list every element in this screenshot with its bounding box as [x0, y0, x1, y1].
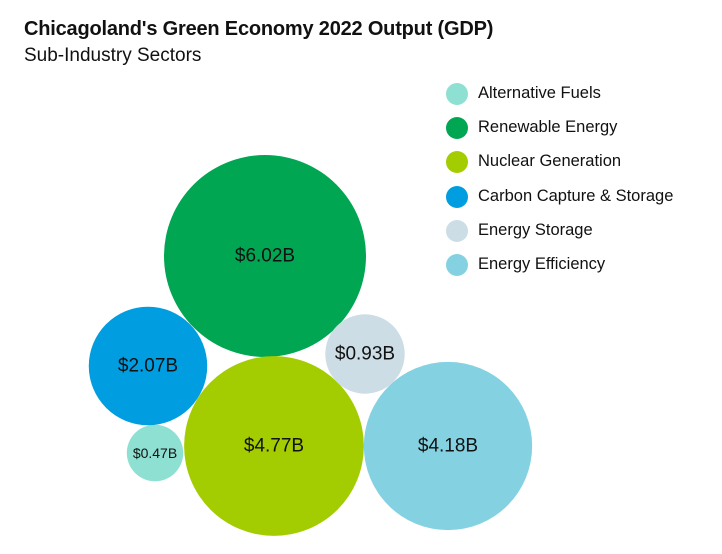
bubble-label-carbon-capture-storage: $2.07B [118, 356, 178, 377]
bubble-circle-alternative-fuels [126, 424, 184, 482]
legend-label-renewable-energy: Renewable Energy [478, 118, 618, 137]
bubble-circle-carbon-capture-storage [88, 306, 208, 426]
bubble-energy-storage: $0.93B [325, 314, 405, 394]
legend-swatch-energy-storage [446, 219, 468, 242]
legend-label-alternative-fuels: Alternative Fuels [478, 84, 601, 102]
bubble-circle-energy-efficiency [363, 361, 533, 531]
bubble-label-energy-storage: $0.93B [335, 344, 395, 365]
legend-swatch-energy-efficiency [446, 253, 468, 276]
legend-label-energy-efficiency: Energy Efficiency [478, 254, 606, 273]
legend-label-energy-storage: Energy Storage [478, 220, 593, 239]
bubble-label-renewable-energy: $6.02B [235, 246, 295, 267]
bubble-label-nuclear-generation: $4.77B [244, 436, 304, 457]
chart-title: Chicagoland's Green Economy 2022 Output … [24, 18, 494, 40]
legend-label-carbon-capture-storage: Carbon Capture & Storage [478, 186, 674, 205]
legend-swatch-nuclear-generation [446, 151, 468, 174]
bubble-nuclear-generation: $4.77B [184, 356, 364, 536]
legend-label-nuclear-generation: Nuclear Generation [478, 152, 622, 171]
chart-subtitle: Sub-Industry Sectors [24, 45, 202, 66]
legend-swatch-carbon-capture-storage [446, 185, 468, 208]
bubble-label-alternative-fuels: $0.47B [133, 445, 177, 461]
bubble-alternative-fuels: $0.47B [126, 424, 184, 482]
bubble-energy-efficiency: $4.18B [363, 361, 533, 531]
legend-swatch-alternative-fuels [446, 83, 468, 105]
bubble-label-energy-efficiency: $4.18B [418, 436, 478, 457]
bubble-renewable-energy: $6.02B [164, 155, 366, 357]
legend-swatch-renewable-energy [446, 117, 468, 140]
bubble-carbon-capture-storage: $2.07B [88, 306, 208, 426]
bubble-circle-energy-storage [325, 314, 405, 394]
bubble-circle-renewable-energy [164, 155, 366, 357]
bubble-circle-nuclear-generation [184, 356, 364, 536]
